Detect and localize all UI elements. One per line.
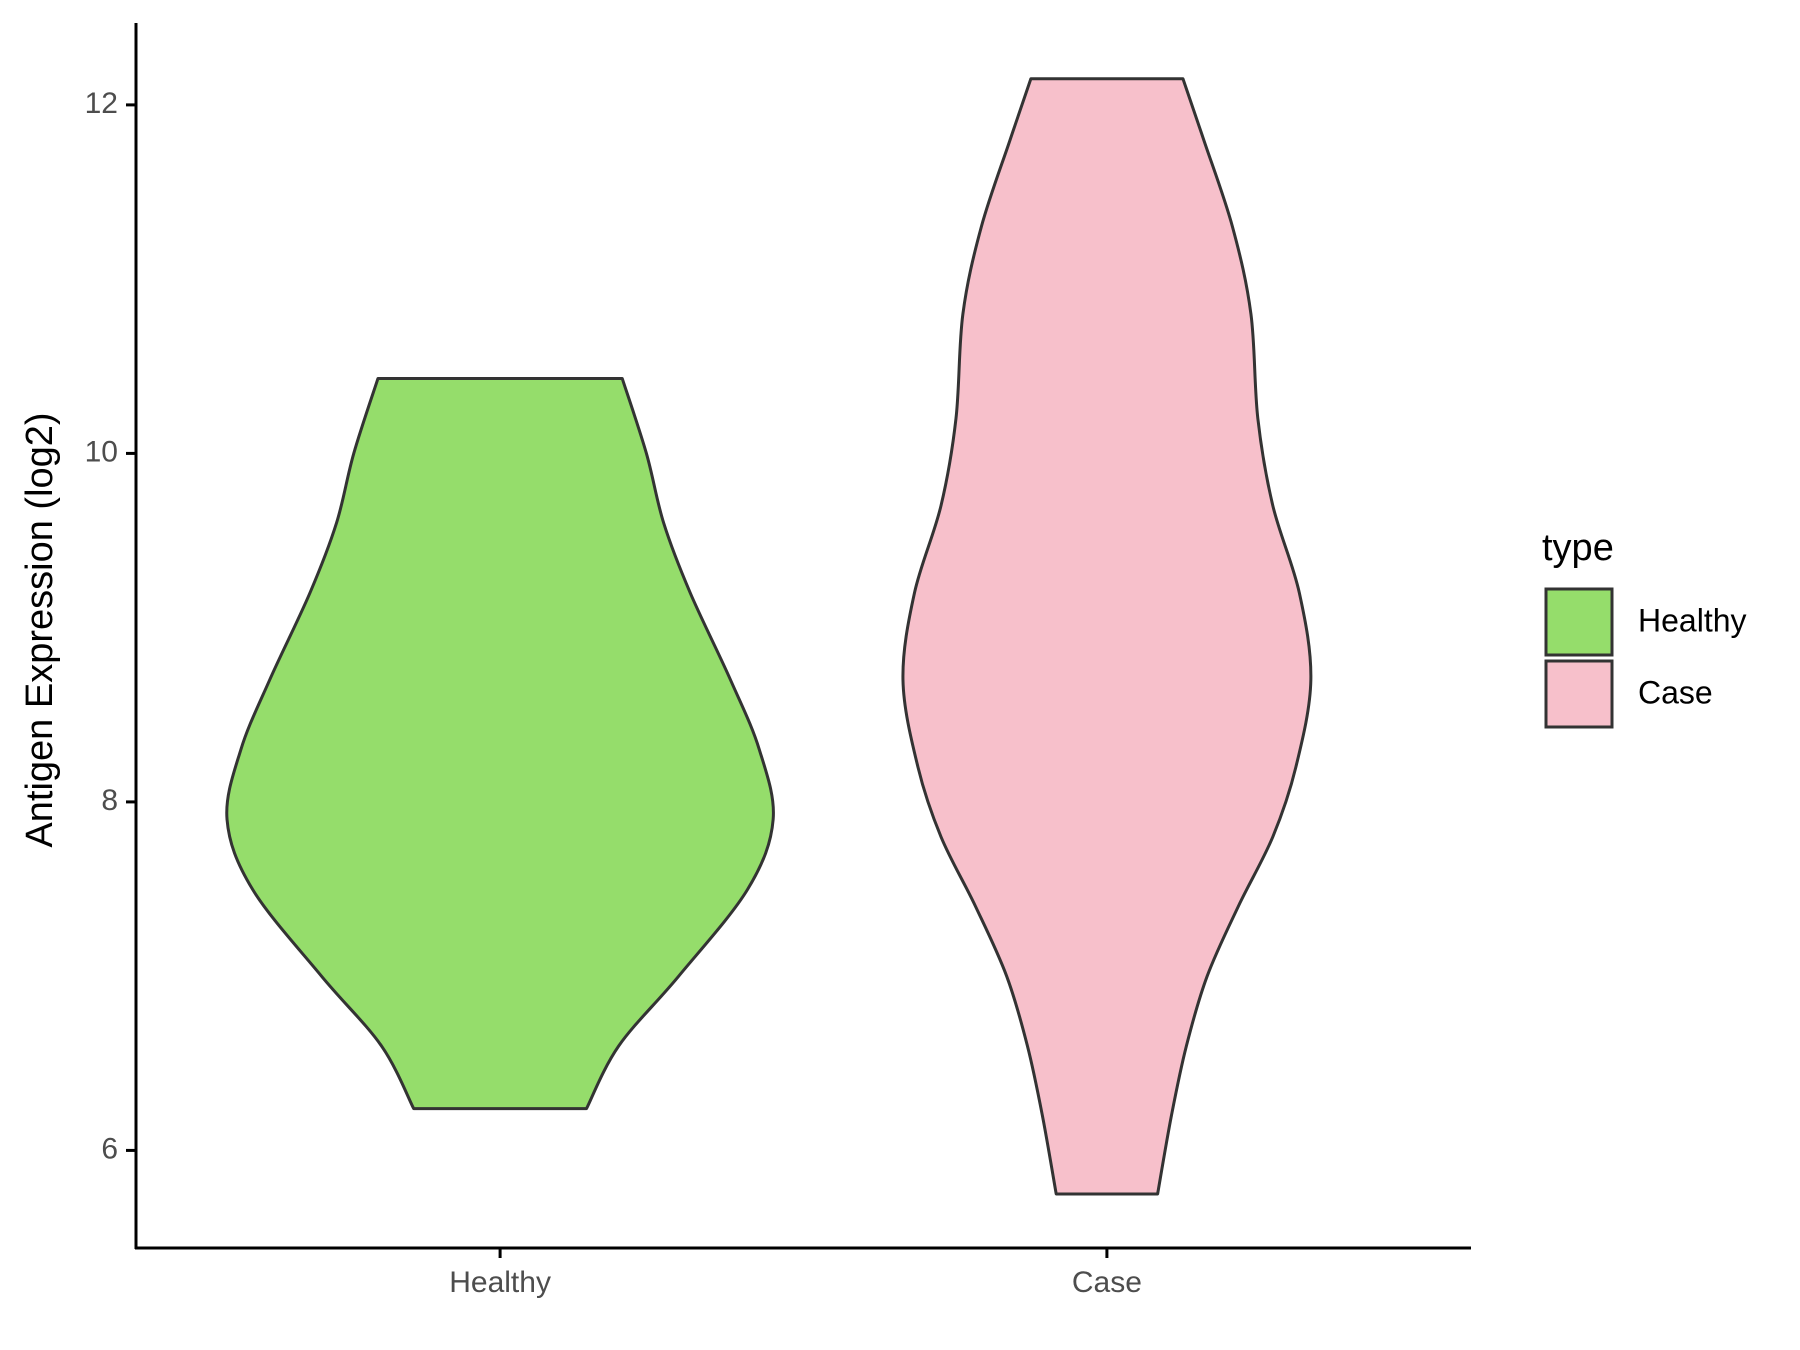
legend-key <box>1544 587 1614 657</box>
legend-label: Healthy <box>1638 602 1747 638</box>
y-tick-label: 12 <box>85 87 118 120</box>
violin <box>901 77 1313 1196</box>
y-axis-label: Antigen Expression (log2) <box>19 412 61 847</box>
legend-label: Case <box>1638 674 1713 710</box>
legend-key <box>1544 659 1614 729</box>
violin <box>225 376 775 1111</box>
x-tick-label: Healthy <box>449 1266 551 1299</box>
legend-title: type <box>1542 527 1614 569</box>
y-tick-label: 8 <box>101 784 118 817</box>
y-tick-label: 10 <box>85 435 118 468</box>
y-tick-label: 6 <box>101 1132 118 1165</box>
x-tick-label: Case <box>1072 1266 1142 1299</box>
